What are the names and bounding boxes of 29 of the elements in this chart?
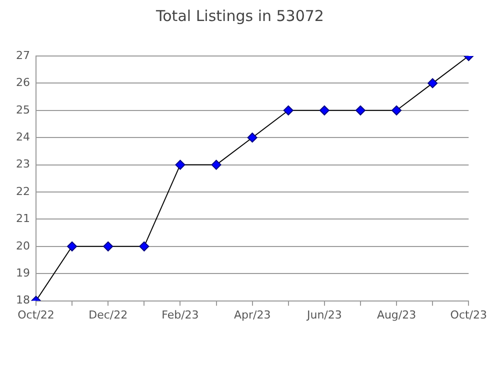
- point: [175, 160, 186, 170]
- point: [139, 241, 150, 252]
- x-tick-label: Aug/23: [376, 308, 416, 322]
- point: [247, 132, 258, 143]
- x-tick-label: Jun/23: [306, 308, 342, 322]
- x-tick-label: Feb/23: [162, 308, 199, 322]
- point: [211, 160, 222, 170]
- y-tick-label: 20: [16, 239, 30, 252]
- y-tick-label: 19: [16, 266, 30, 280]
- y-tick-label: 21: [16, 212, 30, 226]
- y-tick-label: 27: [16, 48, 30, 62]
- x-tick-label: Oct/22: [18, 308, 54, 322]
- x-tick-label: Dec/22: [88, 308, 128, 322]
- point: [392, 105, 402, 116]
- y-tick-label: 18: [16, 294, 30, 307]
- point: [428, 78, 438, 88]
- y-tick-label: 22: [16, 184, 30, 198]
- point: [103, 241, 114, 252]
- point: [283, 105, 294, 116]
- y-tick-label: 26: [16, 76, 30, 90]
- x-tick-label: Oct/23: [450, 308, 488, 322]
- chart-title: Total Listings in 53072: [155, 6, 324, 25]
- point: [67, 241, 78, 252]
- x-tick-label: Apr/23: [234, 308, 271, 322]
- y-tick-label: 24: [16, 130, 30, 144]
- y-tick-label: 25: [16, 103, 30, 116]
- point: [355, 105, 366, 116]
- point: [319, 105, 330, 116]
- y-tick-label: 23: [16, 158, 30, 171]
